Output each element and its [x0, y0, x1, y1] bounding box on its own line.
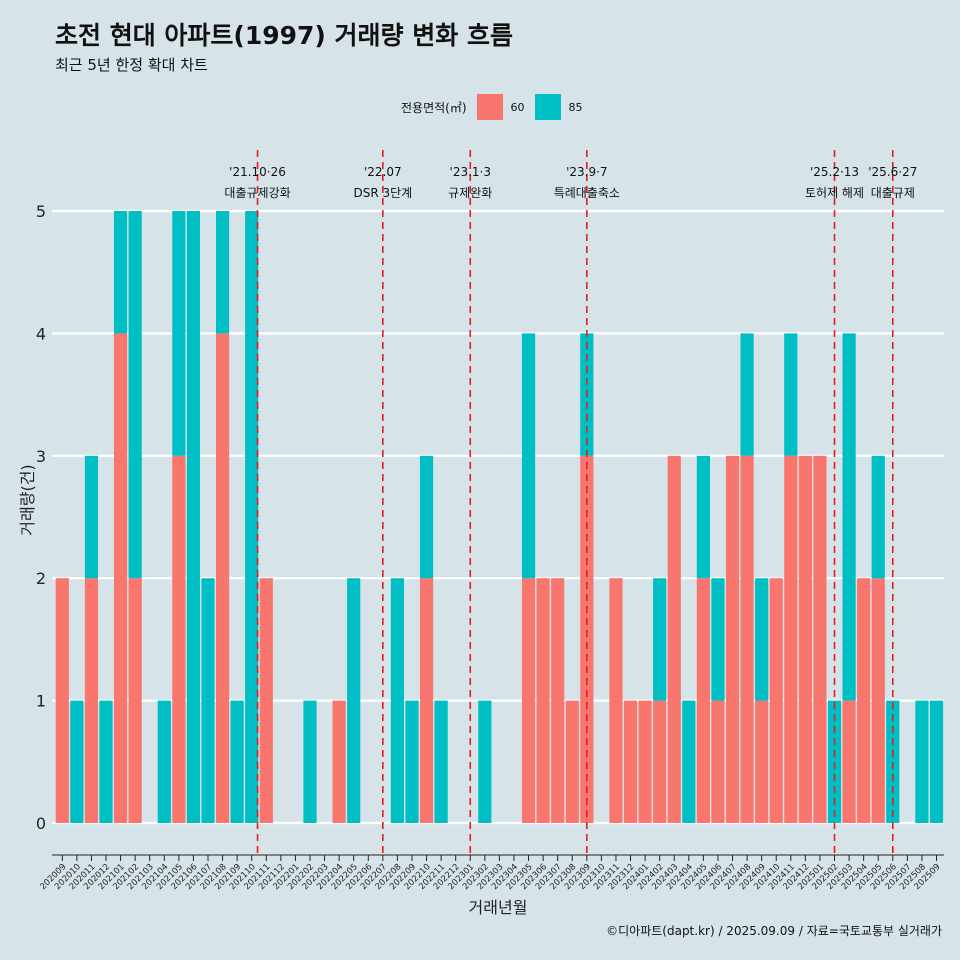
legend-title: 전용면적(㎡) — [401, 100, 467, 115]
y-tick-label: 0 — [36, 814, 46, 833]
bar-60 — [725, 455, 740, 823]
bar-60 — [798, 455, 812, 823]
bar-85 — [929, 700, 944, 823]
bar-85 — [653, 578, 667, 701]
y-axis-title: 거래량(건) — [18, 464, 37, 535]
bar-60 — [813, 455, 827, 823]
chart-subtitle: 최근 5년 한정 확대 차트 — [55, 56, 208, 74]
y-tick-label: 5 — [36, 202, 46, 221]
event-date-label: '22.07 — [364, 165, 402, 179]
bar-85 — [842, 333, 856, 701]
bar-85 — [201, 578, 215, 823]
bar-85 — [390, 578, 405, 823]
bar-60 — [784, 455, 798, 823]
bar-85 — [871, 455, 885, 579]
bar-85 — [215, 211, 230, 334]
credit-caption: ©디아파트(dapt.kr) / 2025.09.09 / 자료=국토교통부 실… — [606, 924, 942, 938]
event-desc-label: 토허제 해제 — [805, 186, 864, 200]
y-tick-label: 4 — [36, 324, 46, 343]
event-desc-label: DSR 3단계 — [353, 186, 412, 200]
event-desc-label: 규제완화 — [448, 186, 492, 200]
bar-85 — [172, 211, 186, 456]
bar-60 — [332, 700, 346, 823]
bar-60 — [551, 578, 565, 823]
bar-85 — [99, 700, 113, 823]
bar-60 — [740, 455, 754, 823]
bar-85 — [113, 211, 128, 334]
bar-85 — [755, 578, 769, 701]
bar-85 — [347, 578, 361, 823]
event-desc-label: 대출규제 — [871, 186, 915, 200]
bar-60 — [857, 578, 871, 823]
bar-85 — [230, 700, 244, 823]
bar-60 — [128, 578, 142, 823]
bar-85 — [157, 700, 171, 823]
bar-60 — [580, 455, 594, 823]
event-date-label: '21.10·26 — [229, 165, 286, 179]
bar-60 — [638, 700, 652, 823]
bar-60 — [653, 700, 667, 823]
bar-85 — [434, 700, 448, 823]
y-tick-label: 2 — [36, 569, 46, 588]
bar-60 — [623, 700, 638, 823]
bar-85 — [711, 578, 725, 701]
bar-60 — [769, 578, 783, 823]
bar-60 — [521, 578, 536, 823]
y-tick-label: 1 — [36, 692, 46, 711]
y-tick-label: 3 — [36, 447, 46, 466]
bar-85 — [696, 455, 710, 579]
bar-85 — [186, 211, 201, 823]
bar-85 — [682, 700, 696, 823]
bar-60 — [419, 578, 434, 823]
bar-85 — [784, 333, 798, 456]
bar-85 — [915, 700, 929, 823]
bar-85 — [521, 333, 536, 579]
bar-60 — [55, 578, 69, 823]
event-date-label: '25.2·13 — [810, 165, 859, 179]
bar-60 — [667, 455, 681, 823]
legend-label-60: 60 — [510, 100, 525, 114]
legend-swatch-60 — [476, 94, 503, 120]
bar-60 — [755, 700, 769, 823]
bar-60 — [609, 578, 623, 823]
x-axis-title: 거래년월 — [469, 898, 528, 917]
event-date-label: '23.1·3 — [450, 165, 491, 179]
bar-60 — [259, 578, 273, 823]
bar-60 — [565, 700, 579, 823]
bar-85 — [419, 455, 434, 579]
legend-label-85: 85 — [568, 100, 583, 114]
bar-85 — [84, 455, 99, 579]
event-date-label: '25.6·27 — [868, 165, 917, 179]
bar-85 — [740, 333, 754, 456]
event-date-label: '23.9·7 — [566, 165, 607, 179]
bar-60 — [172, 455, 186, 823]
bar-85 — [245, 211, 259, 823]
chart-title: 초전 현대 아파트(1997) 거래량 변화 흐름 — [55, 21, 513, 50]
event-desc-label: 대출규제강화 — [224, 186, 290, 200]
bar-60 — [711, 700, 725, 823]
bar-85 — [886, 700, 900, 823]
bar-85 — [128, 211, 142, 579]
event-desc-label: 특례대출축소 — [554, 186, 620, 200]
bar-85 — [70, 700, 84, 823]
legend: 전용면적(㎡) 60 85 — [401, 93, 583, 121]
bar-60 — [871, 578, 885, 823]
bar-85 — [827, 700, 842, 823]
bar-60 — [842, 700, 856, 823]
bar-60 — [696, 578, 710, 823]
bar-60 — [113, 333, 128, 823]
bar-85 — [405, 700, 419, 823]
bar-60 — [84, 578, 99, 823]
legend-swatch-85 — [534, 94, 561, 120]
bar-60 — [215, 333, 230, 823]
bar-85 — [303, 700, 317, 823]
bar-60 — [536, 578, 550, 823]
bar-85 — [478, 700, 492, 823]
